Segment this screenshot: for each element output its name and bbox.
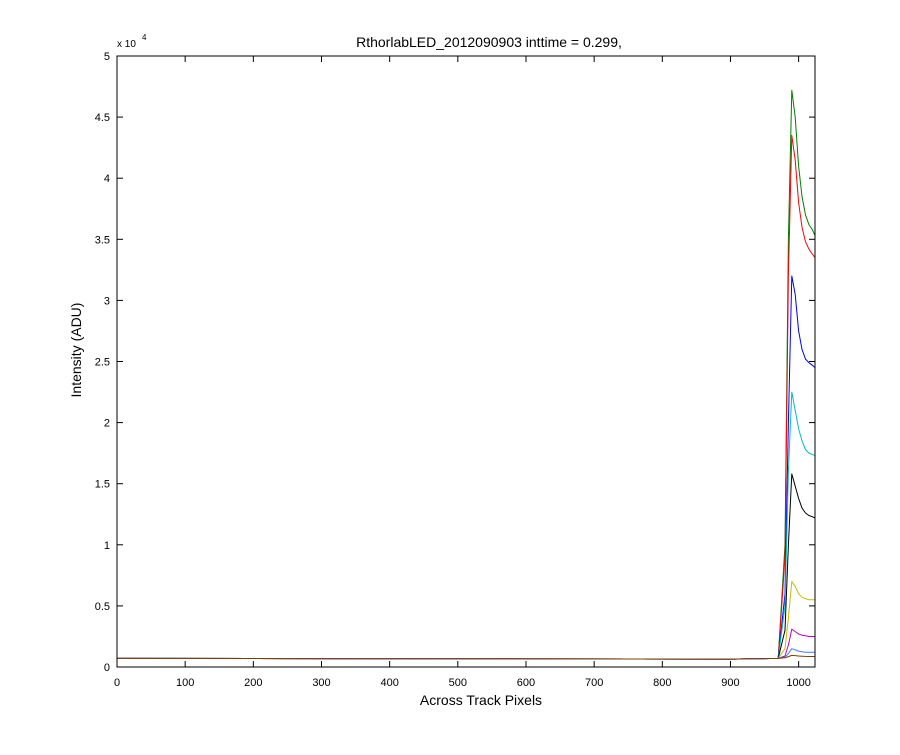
y-tick-label: 0.5	[95, 601, 110, 613]
y-tick-label: 3.5	[95, 234, 110, 246]
x-axis-ticks: 0 100 200 300 400 500 600 700 800 900 1000	[114, 56, 811, 689]
x-tick-label: 400	[380, 677, 398, 689]
x-tick-label: 1000	[786, 677, 810, 689]
x-tick-label: 0	[114, 677, 120, 689]
x-tick-label: 500	[449, 677, 467, 689]
y-multiplier-exponent: 4	[142, 33, 147, 42]
plot-frame	[116, 55, 816, 668]
y-tick-label: 5	[104, 51, 110, 63]
y-tick-label: 3	[104, 295, 110, 307]
x-tick-label: 800	[653, 677, 671, 689]
x-tick-label: 700	[585, 677, 603, 689]
series-group	[116, 89, 816, 660]
x-tick-label: 600	[517, 677, 535, 689]
chart-title: RthorlabLED_2012090903 inttime = 0.299,	[356, 34, 622, 50]
series-line-8	[116, 654, 815, 660]
y-tick-label: 1.5	[95, 479, 110, 491]
x-axis-label: Across Track Pixels	[420, 692, 542, 708]
y-tick-label: 2	[104, 418, 110, 430]
y-tick-label: 2.5	[95, 357, 110, 369]
x-tick-label: 300	[312, 677, 330, 689]
x-tick-label: 100	[176, 677, 194, 689]
plot-area	[117, 56, 815, 667]
y-tick-label: 1	[104, 540, 110, 552]
y-axis-label: Intensity (ADU)	[68, 303, 84, 398]
y-axis-ticks: 0 0.5 1 1.5 2 2.5 3 3.5 4 4.5 5	[95, 51, 815, 674]
y-tick-label: 0	[104, 662, 110, 674]
y-tick-label: 4	[104, 173, 110, 185]
y-tick-label: 4.5	[95, 112, 110, 124]
x-tick-label: 900	[721, 677, 739, 689]
x-tick-label: 200	[244, 677, 262, 689]
y-multiplier: x 10	[117, 39, 136, 50]
